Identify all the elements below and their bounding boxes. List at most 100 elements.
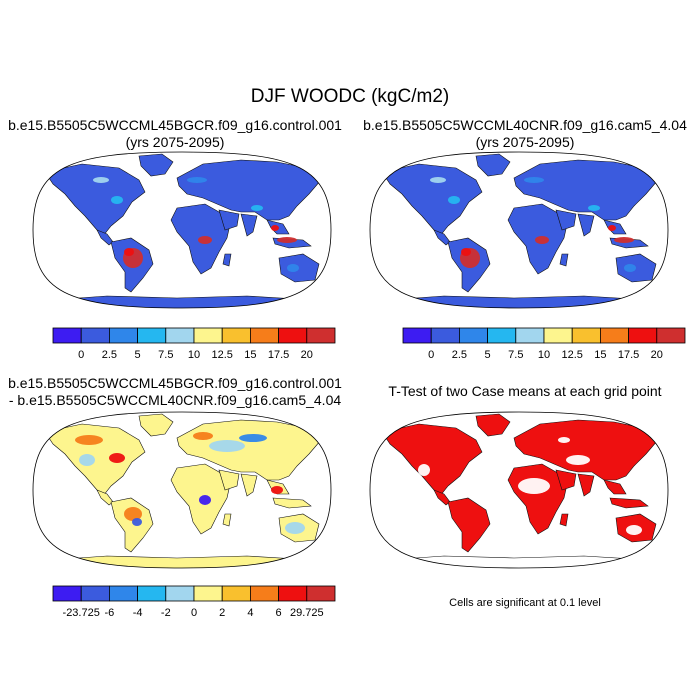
continent-madagascar (559, 253, 569, 267)
colorbar-tick-label: 20 (651, 349, 663, 361)
colorbar-swatch (249, 327, 279, 344)
colorbar-swatch (165, 585, 195, 602)
colorbar-swatch (109, 585, 139, 602)
colorbar-tick-label: 2 (219, 607, 225, 619)
colorbar-swatch (137, 327, 167, 344)
china-mid-region (251, 205, 263, 211)
congo-high-region (535, 236, 549, 244)
westus-neutral-region (79, 454, 95, 466)
north-asia-region (239, 434, 267, 442)
continent-india (240, 213, 258, 237)
continent-india (577, 473, 595, 497)
panel-control-title-line-1: b.e15.B5505C5WCCML45BGCR.f09_g16.control… (8, 117, 342, 133)
colorbar-tick-label: 12.5 (211, 349, 232, 361)
continent-eurasia (513, 159, 659, 221)
colorbar-swatch (628, 327, 658, 344)
congo-high-region (198, 236, 212, 244)
control-map (27, 150, 337, 310)
indonesia-high-region (277, 237, 297, 243)
seasia-positive-region (271, 486, 283, 494)
colorbar-tick-label: 15 (594, 349, 606, 361)
panel-ttest-title-line-1: T-Test of two Case means at each grid po… (388, 383, 662, 399)
colorbar-tick-label: -6 (105, 607, 115, 619)
panel-difference-title-line-2: - b.e15.B5505C5WCCML40CNR.f09_g16.cam5_4… (8, 392, 342, 408)
eastus-mid-region (448, 196, 460, 204)
colorbar-tick-label: -2 (161, 607, 171, 619)
continent-newZealand (320, 277, 330, 291)
continent-eurasia (513, 419, 659, 481)
colorbar-swatch (543, 327, 573, 344)
europe-mid-region (187, 177, 207, 183)
continent-newZealand (657, 277, 667, 291)
colorbar-tick-label: 5 (485, 349, 491, 361)
continent-india (577, 213, 595, 237)
siberia-neutral-region (209, 440, 245, 452)
colorbar-swatch (80, 585, 110, 602)
sahara-nonsignificant-region (518, 478, 550, 494)
colorbar-tick-label: 2.5 (452, 349, 467, 361)
panel-cam5-title-line-2: (yrs 2075-2095) (475, 134, 575, 150)
colorbar-tick-label: 4 (247, 607, 253, 619)
colorbar-swatch (487, 327, 517, 344)
nonsignificant-west-region (418, 464, 430, 476)
scandinavia-positive-region (193, 432, 213, 440)
colorbar-tick-label: 12.5 (561, 349, 582, 361)
colorbar-tick-label: 10 (538, 349, 550, 361)
colorbar-tick-label: 0 (191, 607, 197, 619)
amazon-peak-region (461, 248, 471, 256)
colorbar-swatch (193, 585, 223, 602)
continent-centralAmerica (96, 229, 114, 246)
map-boundary (32, 411, 332, 569)
continent-northAmerica (381, 163, 483, 237)
significance-note: Cells are significant at 0.1 level (449, 597, 601, 609)
colorbar-tick-label: 29.725 (290, 607, 324, 619)
cam5-colorbar: 0 2.5 5 7.5 10 12.5 15 17.5 20 (383, 327, 700, 364)
colorbar-tick-label: 6 (276, 607, 282, 619)
continent-indonesia (609, 497, 649, 509)
continent-indonesia (272, 497, 312, 509)
colorbar-tick-label: 2.5 (102, 349, 117, 361)
australia-nonsignificant-region (626, 525, 642, 535)
ttest-map (364, 410, 674, 570)
continent-centralAmerica (96, 489, 114, 506)
panel-control-title-line-2: (yrs 2075-2095) (125, 134, 225, 150)
difference-map (27, 410, 337, 570)
map-boundary (369, 151, 669, 309)
continent-newZealand (320, 537, 330, 551)
colorbar-tick-label: 10 (188, 349, 200, 361)
colorbar-swatch (221, 327, 251, 344)
map-boundary (369, 411, 669, 569)
panel-cam5-title: b.e15.B5505C5WCCML40CNR.f09_g16.cam5_4.0… (350, 117, 700, 151)
continent-greenland (475, 413, 511, 437)
colorbar-swatch (109, 327, 139, 344)
panel-control-title: b.e15.B5505C5WCCML45BGCR.f09_g16.control… (0, 117, 350, 151)
colorbar-swatch (430, 327, 460, 344)
colorbar-swatch (459, 327, 489, 344)
seasia-high-region (271, 225, 279, 231)
colorbar-tick-label: 17.5 (618, 349, 639, 361)
amazon-negative-region (132, 518, 142, 526)
continent-arabia (555, 469, 577, 491)
canada-mid-region (430, 177, 446, 183)
europe-mid-region (524, 177, 544, 183)
continent-arabia (555, 209, 577, 231)
continent-eurasia (176, 419, 322, 481)
continent-newZealand (657, 537, 667, 551)
continent-centralAmerica (433, 489, 451, 506)
colorbar-swatch (137, 585, 167, 602)
colorbar-tick-label: 17.5 (268, 349, 289, 361)
eastus-positive-region (109, 453, 125, 463)
china-mid-region (588, 205, 600, 211)
figure-title: DJF WOODC (kgC/m2) (250, 86, 450, 107)
colorbar-swatch (52, 585, 82, 602)
continent-greenland (138, 153, 174, 177)
continent-arabia (218, 209, 240, 231)
continent-eurasia (176, 159, 322, 221)
continent-northAmerica (44, 163, 146, 237)
colorbar-swatch (221, 585, 251, 602)
colorbar-swatch (52, 327, 82, 344)
australia-neutral-region (285, 522, 305, 534)
panel-ttest-title: T-Test of two Case means at each grid po… (350, 383, 700, 400)
colorbar-swatch (599, 327, 629, 344)
colorbar-tick-label: 7.5 (508, 349, 523, 361)
